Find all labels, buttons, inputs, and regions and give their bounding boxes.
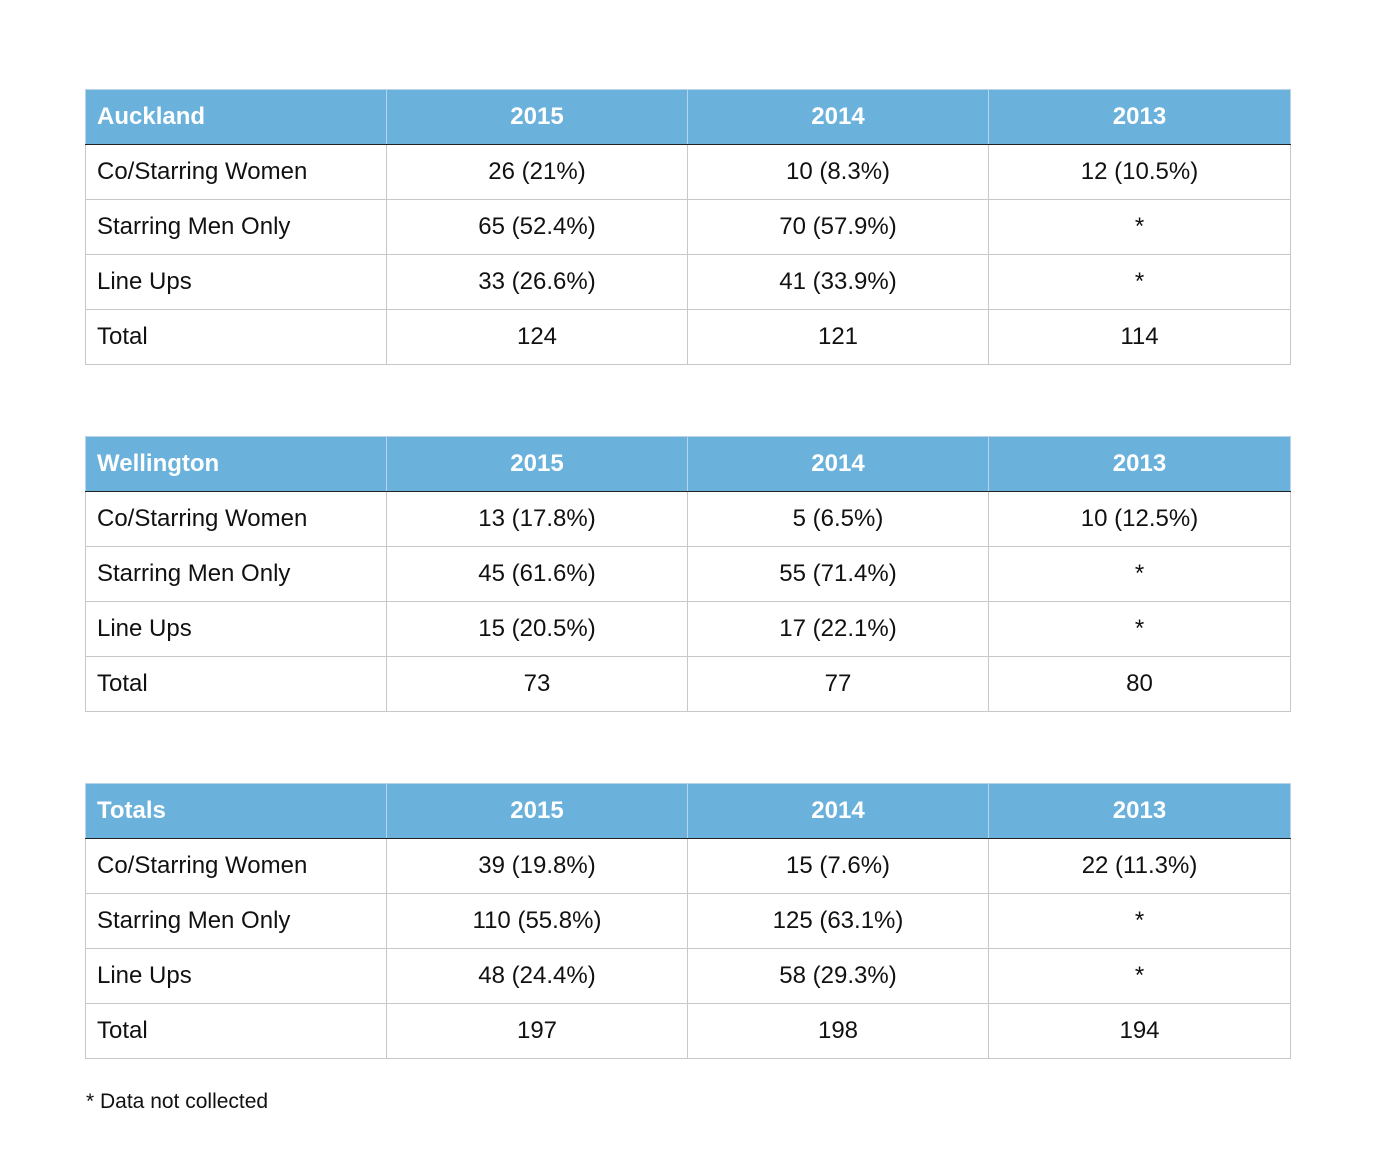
row-label: Co/Starring Women xyxy=(85,838,387,894)
cell-value: * xyxy=(988,546,1291,602)
year-header: 2013 xyxy=(988,436,1291,492)
cell-value: * xyxy=(988,893,1291,949)
year-header: 2015 xyxy=(386,783,688,839)
cell-value: 17 (22.1%) xyxy=(687,601,989,657)
totals-table: Totals 2015 2014 2013 Co/Starring Women … xyxy=(85,783,1291,1059)
row-label: Total xyxy=(85,309,387,365)
cell-value: 10 (8.3%) xyxy=(687,144,989,200)
row-label: Co/Starring Women xyxy=(85,144,387,200)
table-title: Auckland xyxy=(85,89,387,145)
cell-value: 41 (33.9%) xyxy=(687,254,989,310)
year-header: 2013 xyxy=(988,89,1291,145)
year-header: 2014 xyxy=(687,436,989,492)
table-row: Co/Starring Women 13 (17.8%) 5 (6.5%) 10… xyxy=(85,491,1291,547)
cell-value: * xyxy=(988,199,1291,255)
cell-value: 110 (55.8%) xyxy=(386,893,688,949)
row-label: Starring Men Only xyxy=(85,199,387,255)
cell-value: 33 (26.6%) xyxy=(386,254,688,310)
cell-value: 197 xyxy=(386,1003,688,1059)
table-row: Co/Starring Women 39 (19.8%) 15 (7.6%) 2… xyxy=(85,838,1291,894)
year-header: 2014 xyxy=(687,783,989,839)
row-label: Line Ups xyxy=(85,948,387,1004)
cell-value: 70 (57.9%) xyxy=(687,199,989,255)
year-header: 2015 xyxy=(386,89,688,145)
table-row: Total 124 121 114 xyxy=(85,309,1291,365)
cell-value: 80 xyxy=(988,656,1291,712)
cell-value: * xyxy=(988,601,1291,657)
table-header-row: Totals 2015 2014 2013 xyxy=(85,783,1291,839)
cell-value: * xyxy=(988,948,1291,1004)
table-title: Wellington xyxy=(85,436,387,492)
auckland-table: Auckland 2015 2014 2013 Co/Starring Wome… xyxy=(85,89,1291,365)
row-label: Co/Starring Women xyxy=(85,491,387,547)
footnote: * Data not collected xyxy=(86,1090,269,1113)
cell-value: 194 xyxy=(988,1003,1291,1059)
cell-value: 55 (71.4%) xyxy=(687,546,989,602)
wellington-table: Wellington 2015 2014 2013 Co/Starring Wo… xyxy=(85,436,1291,712)
cell-value: 121 xyxy=(687,309,989,365)
cell-value: 125 (63.1%) xyxy=(687,893,989,949)
cell-value: 114 xyxy=(988,309,1291,365)
cell-value: 73 xyxy=(386,656,688,712)
row-label: Line Ups xyxy=(85,254,387,310)
table-header-row: Auckland 2015 2014 2013 xyxy=(85,89,1291,145)
cell-value: 77 xyxy=(687,656,989,712)
table-row: Line Ups 48 (24.4%) 58 (29.3%) * xyxy=(85,948,1291,1004)
table-row: Starring Men Only 65 (52.4%) 70 (57.9%) … xyxy=(85,199,1291,255)
cell-value: 48 (24.4%) xyxy=(386,948,688,1004)
cell-value: 12 (10.5%) xyxy=(988,144,1291,200)
table-row: Total 197 198 194 xyxy=(85,1003,1291,1059)
cell-value: 26 (21%) xyxy=(386,144,688,200)
row-label: Starring Men Only xyxy=(85,546,387,602)
table-row: Starring Men Only 45 (61.6%) 55 (71.4%) … xyxy=(85,546,1291,602)
cell-value: 198 xyxy=(687,1003,989,1059)
cell-value: 22 (11.3%) xyxy=(988,838,1291,894)
cell-value: 5 (6.5%) xyxy=(687,491,989,547)
table-header-row: Wellington 2015 2014 2013 xyxy=(85,436,1291,492)
row-label: Total xyxy=(85,1003,387,1059)
cell-value: 124 xyxy=(386,309,688,365)
table-row: Line Ups 15 (20.5%) 17 (22.1%) * xyxy=(85,601,1291,657)
cell-value: 58 (29.3%) xyxy=(687,948,989,1004)
cell-value: 39 (19.8%) xyxy=(386,838,688,894)
tables-container: Auckland 2015 2014 2013 Co/Starring Wome… xyxy=(85,89,1291,1130)
cell-value: 15 (7.6%) xyxy=(687,838,989,894)
cell-value: 10 (12.5%) xyxy=(988,491,1291,547)
table-row: Total 73 77 80 xyxy=(85,656,1291,712)
year-header: 2013 xyxy=(988,783,1291,839)
row-label: Starring Men Only xyxy=(85,893,387,949)
table-row: Line Ups 33 (26.6%) 41 (33.9%) * xyxy=(85,254,1291,310)
year-header: 2014 xyxy=(687,89,989,145)
table-row: Co/Starring Women 26 (21%) 10 (8.3%) 12 … xyxy=(85,144,1291,200)
table-title: Totals xyxy=(85,783,387,839)
year-header: 2015 xyxy=(386,436,688,492)
cell-value: * xyxy=(988,254,1291,310)
table-row: Starring Men Only 110 (55.8%) 125 (63.1%… xyxy=(85,893,1291,949)
cell-value: 65 (52.4%) xyxy=(386,199,688,255)
cell-value: 45 (61.6%) xyxy=(386,546,688,602)
row-label: Line Ups xyxy=(85,601,387,657)
cell-value: 15 (20.5%) xyxy=(386,601,688,657)
cell-value: 13 (17.8%) xyxy=(386,491,688,547)
row-label: Total xyxy=(85,656,387,712)
